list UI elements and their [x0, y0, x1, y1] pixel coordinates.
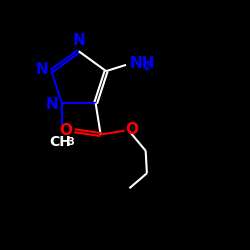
Text: N: N [46, 97, 58, 112]
Text: O: O [59, 122, 72, 138]
Text: N: N [72, 33, 85, 48]
Text: N: N [36, 62, 48, 77]
Text: NH: NH [129, 56, 155, 71]
Text: O: O [126, 122, 139, 137]
Text: 2: 2 [143, 62, 150, 72]
Text: CH: CH [50, 134, 72, 148]
Text: 3: 3 [67, 137, 74, 147]
